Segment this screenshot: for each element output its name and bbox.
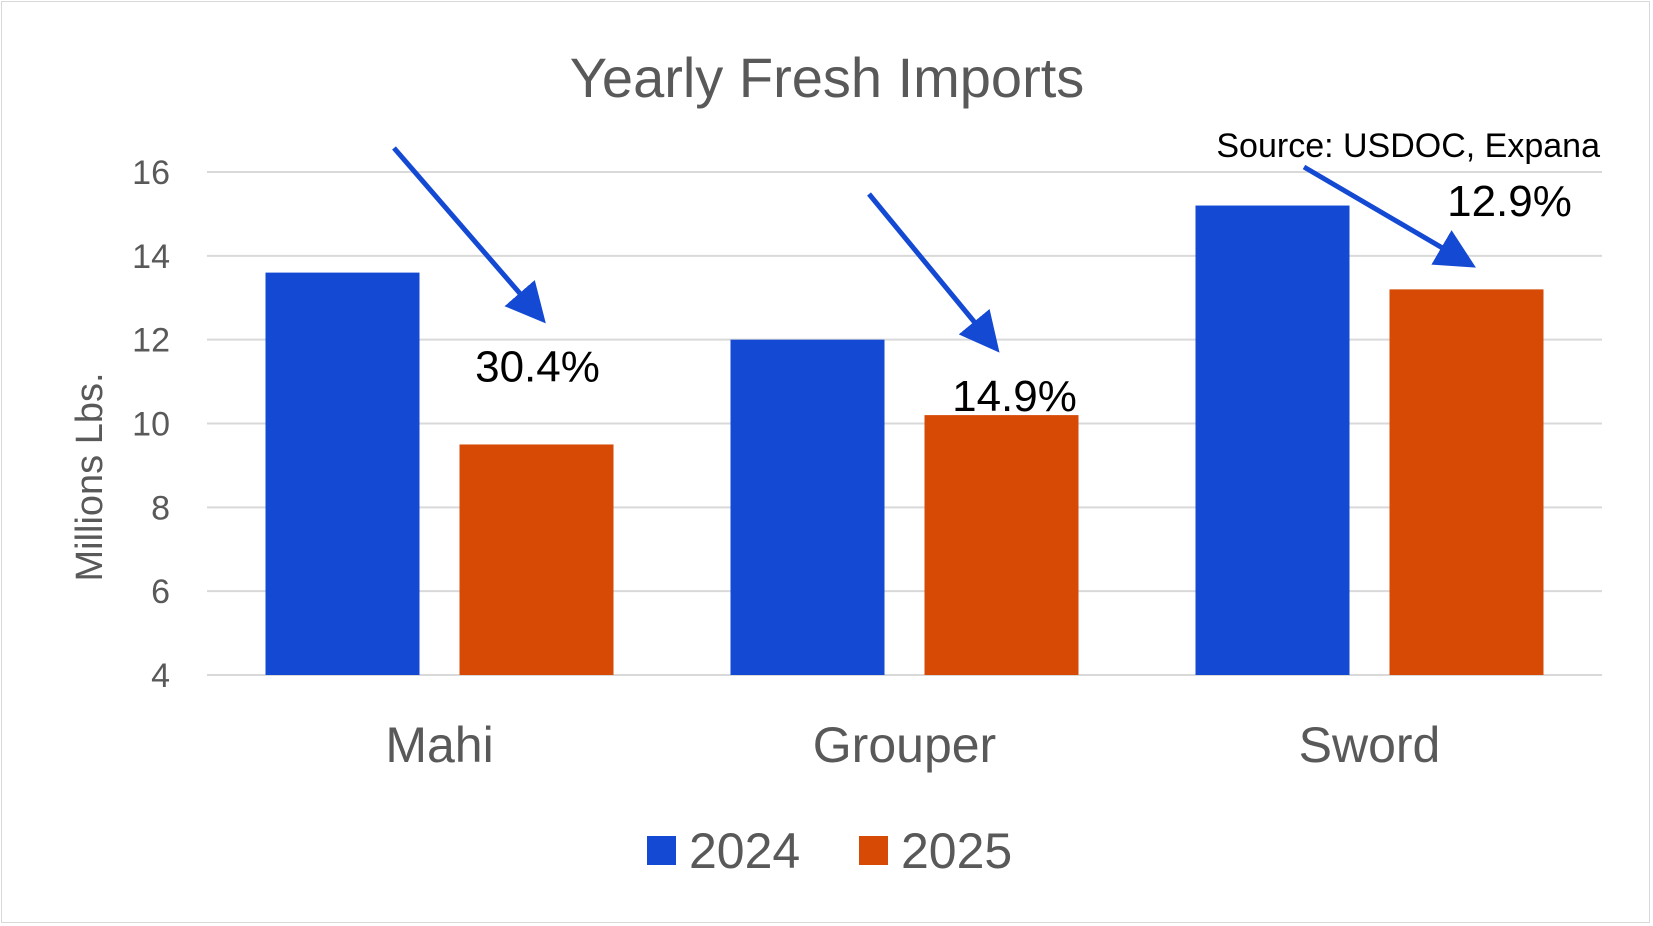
legend-label: 2024 xyxy=(689,823,800,879)
y-tick-label: 16 xyxy=(132,154,170,192)
category-label: Mahi xyxy=(385,717,493,773)
legend: 2024 2025 xyxy=(647,823,1012,879)
annotation-arrow xyxy=(867,192,1000,353)
bar-2024-sword xyxy=(1195,205,1350,676)
chart-title: Yearly Fresh Imports xyxy=(570,46,1085,109)
annotation-label: 14.9% xyxy=(952,372,1077,421)
y-tick-label: 14 xyxy=(132,238,170,276)
legend-swatch-2024 xyxy=(647,836,676,865)
source-note: Source: USDOC, Expana xyxy=(1216,127,1600,165)
y-tick-label: 12 xyxy=(132,322,170,360)
y-axis-label: Millions Lbs. xyxy=(69,372,111,581)
bars xyxy=(265,205,1544,676)
legend-swatch-2025 xyxy=(859,836,888,865)
annotation-label: 30.4% xyxy=(475,343,600,392)
bar-2024-grouper xyxy=(730,339,885,675)
category-label: Sword xyxy=(1299,717,1441,773)
annotation-label: 12.9% xyxy=(1447,177,1572,226)
legend-label: 2025 xyxy=(901,823,1012,879)
y-tick-label: 10 xyxy=(132,406,170,444)
category-label: Grouper xyxy=(813,717,996,773)
y-tick-label: 6 xyxy=(151,573,170,611)
y-tick-labels: 4 6 8 10 12 14 16 xyxy=(132,154,170,695)
gridlines xyxy=(207,171,1602,676)
annotations: 30.4% 14.9% 12.9% xyxy=(475,177,1572,421)
bar-2025-grouper xyxy=(924,415,1079,675)
annotation-arrows xyxy=(392,146,1476,353)
annotation-arrow xyxy=(1302,164,1476,268)
annotation-arrow xyxy=(392,146,546,324)
y-tick-label: 4 xyxy=(151,657,170,695)
bar-2025-sword xyxy=(1389,289,1544,675)
y-tick-label: 8 xyxy=(151,489,170,527)
bar-2024-mahi xyxy=(265,272,420,675)
bar-2025-mahi xyxy=(459,444,614,675)
category-labels: Mahi Grouper Sword xyxy=(385,717,1440,773)
